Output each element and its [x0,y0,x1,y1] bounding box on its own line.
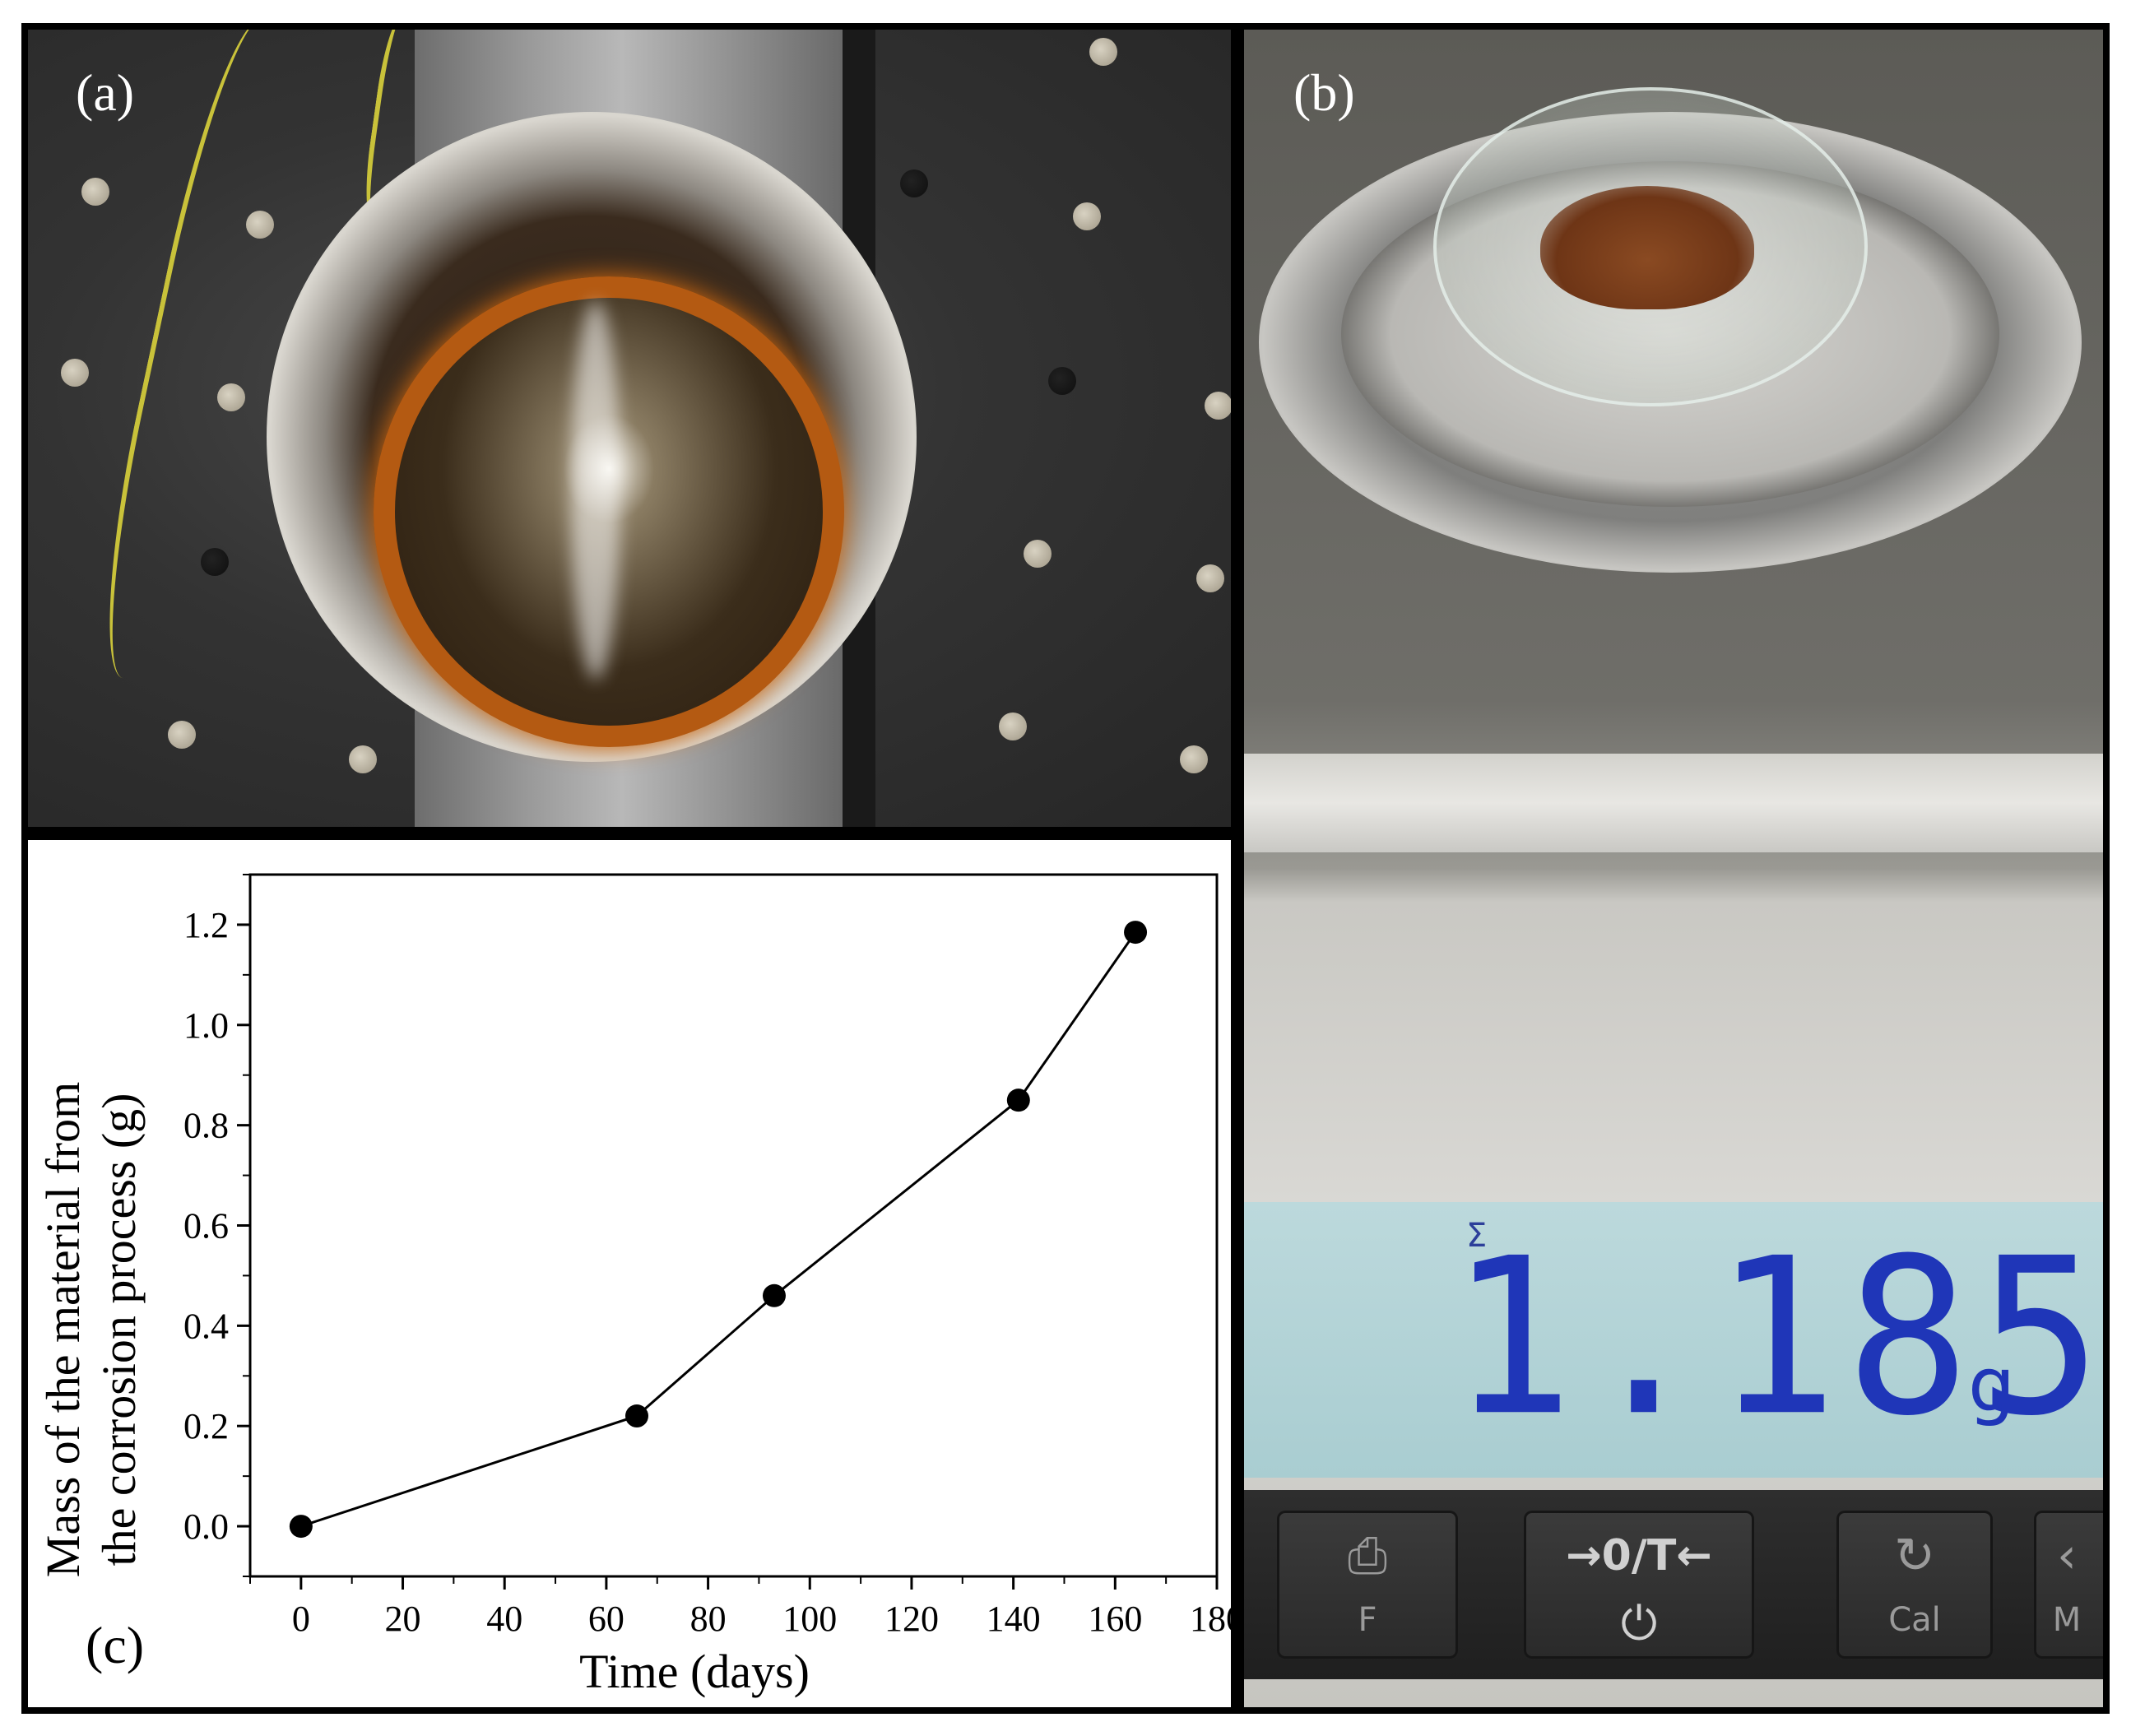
photo-panel-a: (a) [21,23,1237,833]
breadboard-hole [201,548,229,576]
calibrate-key[interactable]: ↻ Cal [1836,1511,1993,1659]
breadboard-hole [900,169,928,197]
breadboard-hole [217,383,245,411]
x-tick-label: 100 [782,1599,837,1639]
photo-panel-b: Σ 1.1852 g ⎙ F →0/T← ⏻ ↻ Cal ‹ M (b) [1237,23,2110,1714]
breadboard-hole [1048,367,1076,395]
x-tick-label: 80 [690,1599,727,1639]
x-tick-label: 160 [1088,1599,1142,1639]
menu-key[interactable]: ‹ M [2034,1511,2103,1659]
data-point [762,1283,786,1307]
breadboard-hole [168,721,196,749]
printer-icon: ⎙ [1348,1527,1387,1585]
breadboard-hole [81,178,109,206]
x-tick-label: 20 [385,1599,421,1639]
display-unit: g [1968,1342,2016,1428]
y-tick-label: 1.0 [183,1005,229,1046]
y-tick-label: 0.2 [183,1406,229,1446]
y-axis-title-line-1: Mass of the material from [36,1082,90,1577]
x-axis-title: Time (days) [579,1645,810,1698]
balance-keypad: ⎙ F →0/T← ⏻ ↻ Cal ‹ M [1244,1490,2103,1679]
y-tick-label: 0.0 [183,1506,229,1547]
breadboard-hole [1196,564,1224,592]
breadboard-hole [1024,540,1052,568]
x-tick-label: 40 [486,1599,522,1639]
x-tick-label: 0 [292,1599,310,1639]
calibrate-key-caption: Cal [1888,1601,1941,1639]
y-tick-label: 0.6 [183,1206,229,1246]
breadboard-hole [1205,392,1231,420]
menu-icon: ‹ [2057,1527,2077,1585]
panel-label-b: (b) [1293,63,1355,122]
data-point [1006,1088,1030,1112]
tare-icon: →0/T← [1566,1531,1712,1581]
data-point [1124,921,1148,945]
chart-ticks: 0 20 40 60 80 100 120 140 160 180 0.0 0.2 0.4 0.6 0.8 1… [183,874,1231,1639]
mass-vs-time-chart: 0 20 40 60 80 100 120 140 160 180 0.0 0.2 0.4 0.6 0.8 1… [36,873,1231,1698]
menu-key-caption: M [2052,1601,2082,1639]
chart-panel-c: 0 20 40 60 80 100 120 140 160 180 0.0 0.2 0.4 0.6 0.8 1… [21,833,1237,1714]
data-point [289,1515,313,1539]
chart-axes [248,873,1219,1578]
print-key[interactable]: ⎙ F [1277,1511,1458,1659]
breadboard-hole [1089,38,1117,66]
breadboard-hole [999,713,1027,740]
display-sigma: Σ [1466,1217,1488,1255]
y-tick-label: 0.4 [183,1306,229,1346]
breadboard-hole [1073,202,1101,230]
calibrate-icon: ↻ [1893,1527,1936,1585]
y-tick-label: 0.8 [183,1106,229,1146]
x-tick-label: 60 [588,1599,624,1639]
breadboard-hole [349,745,377,773]
display-reading: 1.1852 [1450,1211,2110,1464]
data-point [625,1404,648,1428]
breadboard-hole [246,211,274,239]
x-tick-label: 120 [884,1599,939,1639]
series-line [300,931,1137,1528]
balance-housing [1244,754,2103,852]
x-tick-label: 140 [987,1599,1041,1639]
corrosion-powder [1540,186,1754,309]
balance-display: Σ 1.1852 g [1244,1202,2110,1478]
breadboard-hole [61,359,89,387]
y-axis-title-line-2: the corrosion process (g) [92,1093,146,1567]
print-key-caption: F [1358,1601,1377,1639]
panel-label-a: (a) [76,63,135,122]
panel-label-c: (c) [86,1616,144,1674]
plot-frame [248,873,1219,1578]
breadboard-hole [1180,745,1208,773]
light-reflection [571,301,620,680]
chart-series [289,921,1148,1539]
x-tick-label: 180 [1190,1599,1231,1639]
power-icon: ⏻ [1620,1597,1658,1650]
y-tick-label: 1.2 [183,905,229,945]
tare-key[interactable]: →0/T← ⏻ [1524,1511,1754,1659]
